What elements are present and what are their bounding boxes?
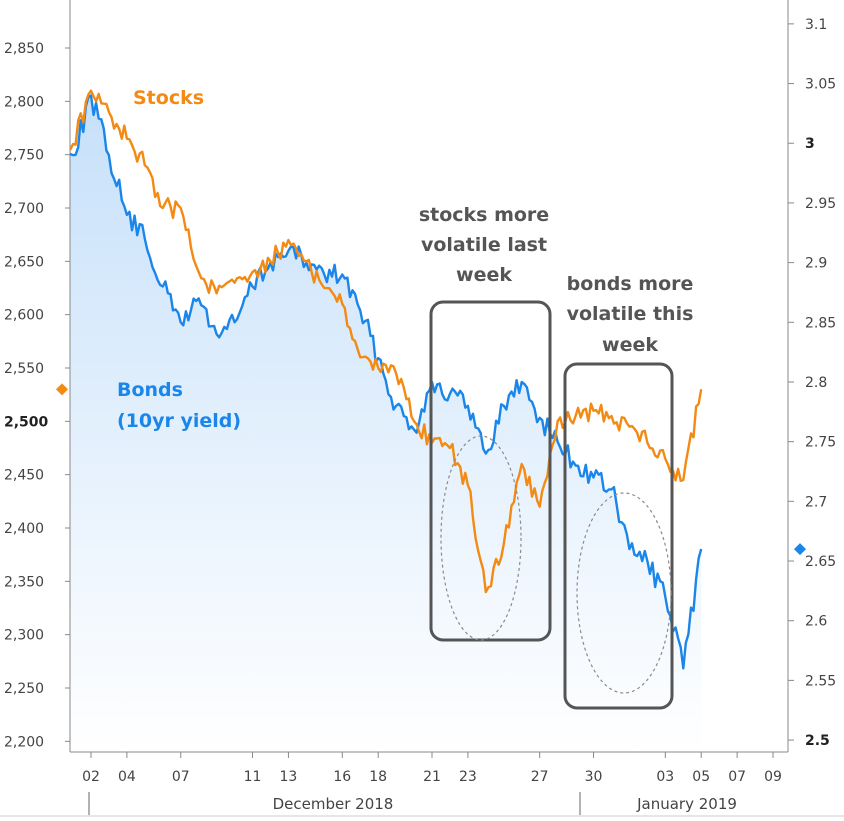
y-right-tick-label: 2.5 [805, 733, 830, 749]
x-tick-label: 07 [172, 769, 190, 785]
y-right-tick-label: 2.85 [805, 315, 836, 331]
annotation-box-bonds [563, 362, 674, 710]
y-left-tick-label: 2,700 [4, 201, 44, 217]
series-line-stocks [70, 89, 703, 594]
y-left-tick-label: 2,600 [4, 308, 44, 324]
x-tick-label: 02 [82, 769, 100, 785]
y-right-tick-label: 2.65 [805, 554, 836, 570]
month-label-december: December 2018 [273, 795, 394, 813]
y-right-tick-label: 2.95 [805, 196, 836, 212]
x-tick-label: 07 [728, 769, 746, 785]
y-right-tick-label: 2.6 [805, 614, 827, 630]
y-right-tick-label: 2.7 [805, 494, 827, 510]
y-right-tick-label: 3.05 [805, 77, 836, 93]
y-right-tick-label: 2.55 [805, 673, 836, 689]
series-line-bonds [70, 94, 703, 670]
y-left-tick-label: 2,200 [4, 734, 44, 750]
y-left-tick-label: 2,300 [4, 628, 44, 644]
chart-labels: Stocks Bonds (10yr yield) [117, 87, 241, 432]
annotation-text-bonds: volatile this [567, 303, 694, 325]
y-left-tick-label: 2,850 [4, 41, 44, 57]
y-left-tick-label: 2,550 [4, 361, 44, 377]
x-tick-label: 21 [423, 769, 441, 785]
annotation-circle-bonds [576, 492, 672, 694]
y-left-tick-label: 2,400 [4, 521, 44, 537]
chart-series [70, 89, 703, 670]
x-tick-label: 13 [280, 769, 298, 785]
month-label-january: January 2019 [636, 795, 737, 813]
series-label-bonds: Bonds [117, 379, 183, 401]
x-tick-label: 23 [459, 769, 477, 785]
y-left-tick-label: 2,350 [4, 574, 44, 590]
bonds-area [70, 95, 702, 752]
annotation-text-bonds: week [602, 334, 658, 356]
x-tick-label: 03 [656, 769, 674, 785]
x-tick-label: 30 [585, 769, 603, 785]
y-left-tick-label: 2,250 [4, 681, 44, 697]
x-tick-label: 18 [369, 769, 387, 785]
y-right-tick-label: 3.1 [805, 17, 827, 33]
y-left-tick-label: 2,800 [4, 94, 44, 110]
series-label-bonds-sub: (10yr yield) [117, 410, 241, 432]
annotation-box-stocks [429, 300, 552, 642]
x-tick-label: 09 [764, 769, 782, 785]
y-right-tick-label: 3 [805, 136, 815, 152]
y-left-tick-label: 2,500 [4, 414, 49, 430]
x-tick-label: 05 [692, 769, 710, 785]
series-label-stocks: Stocks [133, 87, 204, 109]
x-tick-label: 16 [333, 769, 351, 785]
y-left-tick-label: 2,650 [4, 254, 44, 270]
annotation-text-stocks: volatile last [421, 234, 547, 256]
chart-annotations: stocks more volatile last week bonds more vo… [419, 204, 694, 710]
annotation-circle-stocks [440, 435, 522, 641]
y-left-tick-label: 2,750 [4, 148, 44, 164]
x-tick-label: 27 [531, 769, 549, 785]
stocks-last-value-marker [56, 383, 68, 396]
bonds-area-fill [70, 95, 702, 752]
y-right-tick-label: 2.8 [805, 375, 827, 391]
bonds-last-value-marker [794, 543, 806, 556]
y-right-tick-label: 2.75 [805, 435, 836, 451]
annotation-text-stocks: stocks more [419, 204, 549, 226]
y-left-tick-label: 2,450 [4, 468, 44, 484]
annotation-text-stocks: week [456, 264, 512, 286]
x-tick-label: 11 [244, 769, 262, 785]
annotation-text-bonds: bonds more [567, 273, 694, 295]
y-right-tick-label: 2.9 [805, 256, 827, 272]
x-tick-label: 04 [118, 769, 136, 785]
